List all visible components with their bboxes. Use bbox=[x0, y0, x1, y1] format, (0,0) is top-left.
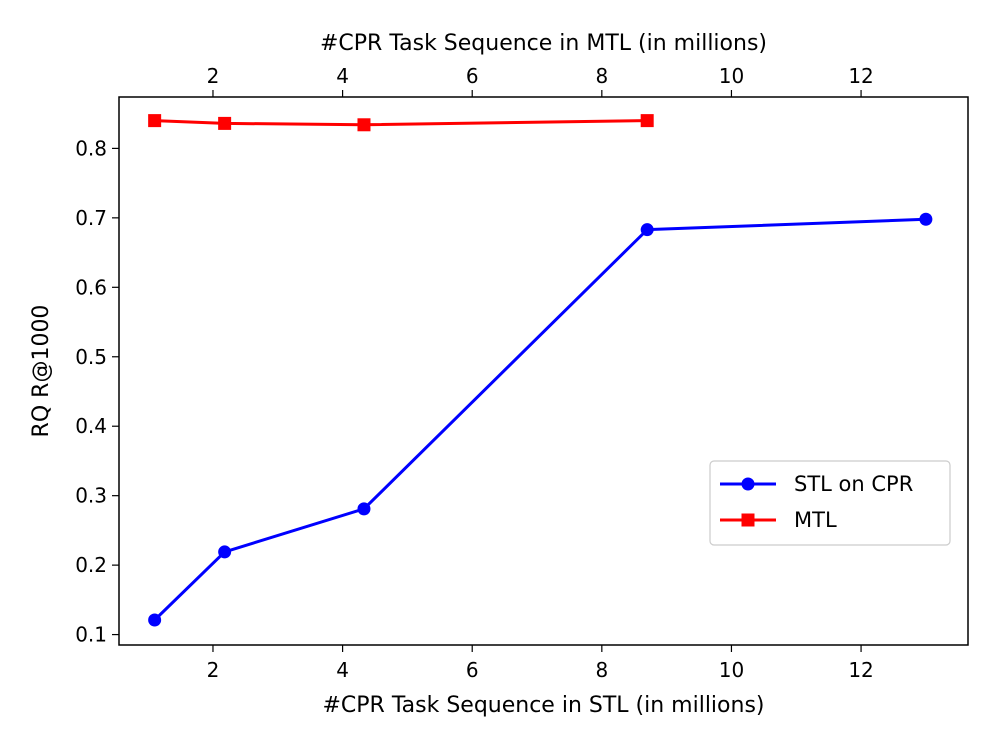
y-tick-label: 0.8 bbox=[75, 136, 107, 160]
ticks-layer: 2 4 6 8 10 12 2 4 6 8 10 12 0.1 0.2 0.3 0.4 0.5 0.6 0.7 0.8 bbox=[75, 64, 874, 682]
data-point bbox=[357, 502, 371, 516]
series-line-mtl bbox=[154, 119, 648, 127]
legend-label-mtl: MTL bbox=[794, 508, 837, 532]
x-axis-title: #CPR Task Sequence in STL (in millions) bbox=[323, 693, 765, 718]
x-tick-label: 4 bbox=[336, 658, 349, 682]
data-point bbox=[640, 223, 654, 237]
legend-marker-stl bbox=[741, 477, 755, 491]
top-x-tick-label: 8 bbox=[595, 64, 608, 88]
y-tick-label: 0.3 bbox=[75, 484, 107, 508]
x-tick-label: 12 bbox=[848, 658, 873, 682]
top-x-tick-label: 6 bbox=[466, 64, 479, 88]
top-x-axis-title: #CPR Task Sequence in MTL (in millions) bbox=[320, 31, 767, 56]
top-x-tick-label: 10 bbox=[719, 64, 744, 88]
data-point bbox=[357, 118, 371, 132]
x-tick-label: 8 bbox=[595, 658, 608, 682]
data-point bbox=[218, 545, 232, 559]
top-x-tick-label: 4 bbox=[336, 64, 349, 88]
y-tick-label: 0.6 bbox=[75, 275, 107, 299]
y-tick-label: 0.7 bbox=[75, 206, 107, 230]
x-tick-label: 2 bbox=[207, 658, 220, 682]
y-axis-title: RQ R@1000 bbox=[29, 305, 54, 438]
y-tick-label: 0.4 bbox=[75, 414, 107, 438]
x-tick-label: 10 bbox=[719, 658, 744, 682]
series-layer bbox=[148, 114, 933, 627]
legend-box bbox=[709, 460, 951, 546]
top-x-tick-label: 2 bbox=[207, 64, 220, 88]
y-tick-label: 0.1 bbox=[75, 623, 107, 647]
y-tick-label: 0.2 bbox=[75, 553, 107, 577]
data-point bbox=[148, 114, 162, 128]
legend-marker-mtl bbox=[741, 513, 755, 527]
plot-frame bbox=[118, 96, 969, 646]
data-point bbox=[640, 114, 654, 128]
data-point bbox=[148, 613, 162, 627]
x-tick-label: 6 bbox=[466, 658, 479, 682]
legend-label-stl: STL on CPR bbox=[794, 472, 913, 496]
legend: STL on CPR MTL bbox=[709, 460, 951, 546]
top-x-tick-label: 12 bbox=[848, 64, 873, 88]
series-line-stl bbox=[153, 217, 926, 622]
y-tick-label: 0.5 bbox=[75, 345, 107, 369]
data-point bbox=[919, 212, 933, 226]
data-point bbox=[218, 116, 232, 130]
